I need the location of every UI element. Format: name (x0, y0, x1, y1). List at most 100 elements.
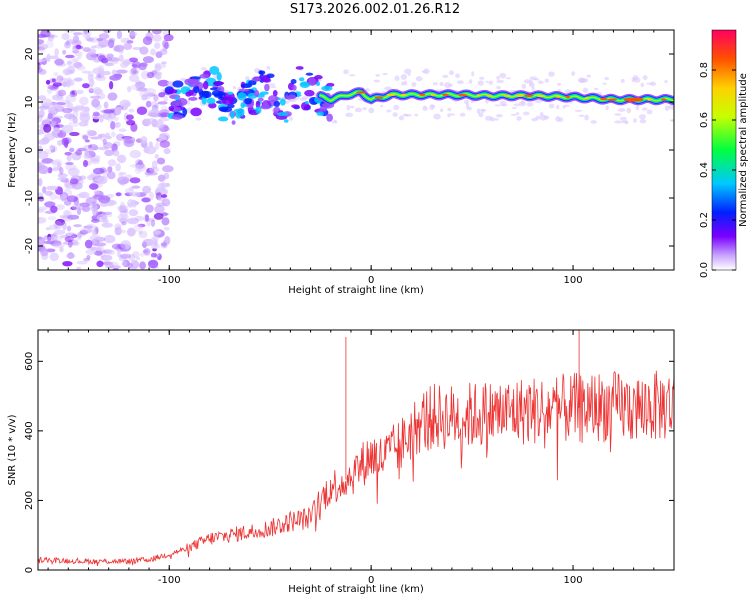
noise-blob (151, 160, 158, 169)
noise-blob (110, 108, 116, 113)
y-tick-label: 0 (24, 567, 35, 573)
faint-blob (186, 99, 191, 105)
faint-blob (380, 104, 384, 108)
signal-blob (171, 114, 184, 120)
noise-blob (65, 40, 70, 46)
noise-blob (134, 81, 146, 89)
faint-blob (289, 116, 293, 121)
noise-blob (126, 114, 134, 121)
faint-blob (433, 113, 441, 120)
noise-blob (82, 83, 90, 89)
faint-blob (393, 104, 400, 111)
noise-blob (99, 114, 104, 123)
noise-blob (109, 74, 121, 81)
noise-blob (112, 149, 120, 157)
noise-blob (135, 256, 140, 261)
faint-blob (455, 73, 461, 79)
noise-blob (126, 86, 132, 93)
noise-blob (64, 151, 72, 156)
noise-blob (48, 224, 58, 230)
noise-blob (66, 77, 72, 86)
noise-blob (139, 261, 146, 270)
signal-blob (168, 106, 175, 112)
noise-blob (64, 54, 75, 59)
colorbar-tick-label: 0.8 (699, 62, 710, 78)
faint-blob (476, 108, 481, 114)
noise-blob (87, 228, 92, 233)
colorbar-ticks: 0.0 0.2 0.4 0.6 0.8 (699, 62, 736, 278)
noise-blob (98, 195, 111, 204)
colorbar-gradient (711, 29, 737, 271)
noise-blob (120, 240, 131, 250)
faint-blob (398, 115, 405, 121)
noise-blob (92, 67, 104, 75)
noise-blob (158, 127, 171, 131)
signal-blob (240, 83, 253, 88)
noise-blob (149, 166, 160, 173)
faint-blob (411, 82, 417, 87)
noise-blob (91, 98, 101, 108)
noise-blob (141, 94, 148, 101)
noise-blob (154, 103, 160, 109)
noise-blob (146, 172, 158, 176)
noise-blob (65, 94, 77, 103)
noise-blob (69, 90, 75, 98)
faint-blob (520, 100, 525, 105)
noise-blob (62, 81, 68, 88)
noise-blob (38, 46, 45, 51)
noise-blob (107, 159, 117, 167)
noise-blob (89, 235, 102, 241)
noise-blob (138, 230, 148, 239)
figure-title: S173.2026.002.01.26.R12 (289, 2, 461, 17)
noise-blob (64, 30, 76, 33)
noise-blob (66, 60, 73, 65)
faint-blob (488, 80, 494, 86)
noise-blob (46, 236, 53, 242)
faint-blob (602, 82, 607, 85)
noise-blob (45, 79, 51, 85)
noise-blob (59, 246, 64, 253)
noise-blob (163, 95, 169, 103)
faint-blob (543, 115, 550, 120)
noise-blob (153, 234, 159, 243)
noise-blob (88, 88, 94, 94)
noise-blob (76, 65, 86, 71)
faint-blob (564, 89, 572, 94)
faint-blob (423, 105, 427, 108)
faint-blob (404, 68, 412, 75)
noise-blob (162, 165, 174, 173)
signal-blob (238, 88, 250, 92)
noise-blob (147, 112, 160, 117)
noise-blob (123, 101, 130, 107)
noise-blob (97, 146, 109, 151)
noise-blob (137, 160, 143, 166)
faint-blob (477, 80, 484, 86)
noise-blob (158, 92, 166, 98)
noise-blob (93, 44, 106, 49)
hot-spot (374, 96, 384, 99)
spectrogram-x-label: Height of straight line (km) (288, 285, 424, 296)
noise-blob (129, 177, 141, 184)
noise-blob (76, 193, 86, 198)
noise-blob (49, 55, 59, 60)
signal-blob (176, 97, 188, 107)
faint-blob (479, 76, 485, 80)
noise-blob (142, 56, 154, 64)
faint-blob (516, 116, 522, 121)
signal-blob (262, 100, 268, 109)
hot-spot (524, 94, 534, 97)
noise-blob (38, 58, 46, 63)
noise-blob (152, 230, 162, 235)
faint-blob (333, 119, 337, 123)
noise-blob (151, 236, 157, 241)
signal-blob (264, 83, 270, 92)
faint-blob (468, 79, 473, 85)
noise-blob (139, 62, 148, 67)
noise-blob (57, 176, 67, 181)
noise-blob (38, 196, 45, 202)
faint-blob (402, 113, 409, 117)
faint-blob (449, 113, 455, 116)
noise-blob (151, 243, 160, 250)
faint-blob (635, 105, 640, 111)
faint-blob (494, 104, 501, 107)
